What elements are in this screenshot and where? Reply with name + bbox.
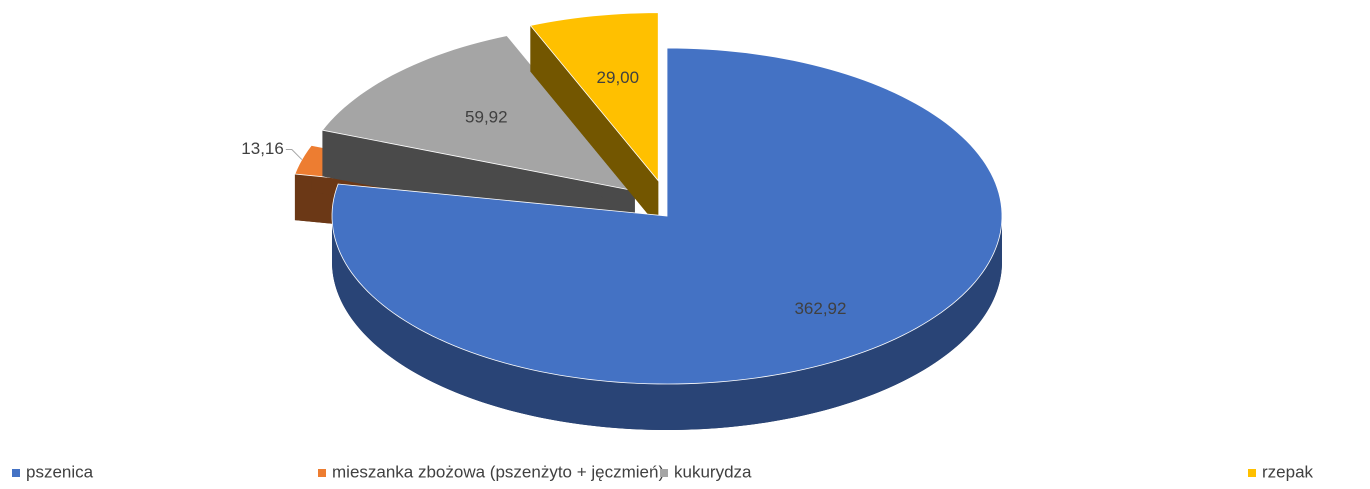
- slice-side: [332, 216, 1002, 430]
- legend-label: pszenica: [26, 462, 94, 481]
- legend-swatch: [1248, 469, 1256, 477]
- legend-label: mieszanka zbożowa (pszenżyto + jęczmień): [332, 462, 664, 481]
- data-label: 13,16: [241, 139, 284, 158]
- leader-line: [285, 149, 303, 160]
- legend-swatch: [12, 469, 20, 477]
- data-label: 29,00: [597, 68, 640, 87]
- data-label: 59,92: [465, 108, 508, 127]
- legend-swatch: [660, 469, 668, 477]
- slice: [321, 35, 636, 192]
- slice-wall: [530, 25, 659, 227]
- data-label: 362,92: [794, 299, 846, 318]
- slice: [529, 12, 659, 182]
- legend-swatch: [318, 469, 326, 477]
- legend-label: kukurydza: [674, 462, 752, 481]
- legend-label: rzepak: [1262, 462, 1314, 481]
- slice: [331, 47, 1003, 385]
